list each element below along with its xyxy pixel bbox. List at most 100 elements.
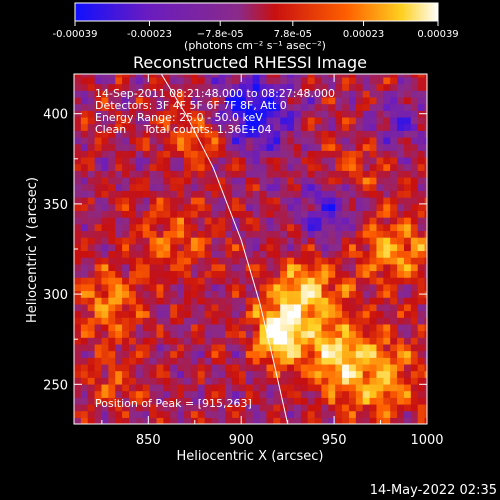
heatmap-cell [183, 350, 192, 358]
heatmap-cell [403, 103, 412, 111]
heatmap-cell [266, 263, 274, 272]
heatmap-cell [94, 130, 103, 138]
heatmap-cell [218, 197, 226, 205]
heatmap-cell [259, 323, 268, 332]
heatmap-cell [142, 270, 151, 278]
heatmap-cell [335, 156, 343, 165]
heatmap-cell [273, 136, 281, 145]
heatmap-cell [376, 343, 384, 352]
heatmap-cell [74, 190, 82, 198]
heatmap-cell [348, 303, 357, 312]
heatmap-cell [335, 290, 343, 298]
heatmap-cell [383, 210, 391, 218]
heatmap-cell [211, 370, 219, 378]
heatmap-cell [403, 163, 412, 171]
heatmap-cell [238, 257, 247, 265]
heatmap-cell [335, 257, 343, 265]
heatmap-cell [321, 177, 329, 185]
heatmap-cell [232, 90, 240, 98]
heatmap-cell [362, 177, 371, 185]
heatmap-cell [280, 283, 288, 292]
heatmap-cell [328, 110, 336, 118]
heatmap-cell [183, 410, 192, 418]
heatmap-cell [417, 116, 426, 125]
heatmap-cell [156, 183, 164, 191]
heatmap-cell [156, 257, 164, 265]
heatmap-cell [369, 217, 378, 225]
heatmap-cell [108, 350, 116, 358]
heatmap-cell [362, 403, 371, 412]
heatmap-cell [348, 123, 357, 131]
heatmap-cell [376, 330, 384, 338]
heatmap-cell [245, 170, 254, 178]
heatmap-cell [410, 257, 419, 265]
heatmap-cell [74, 210, 82, 218]
heatmap-cell [314, 116, 323, 125]
heatmap-cell [410, 377, 419, 385]
heatmap-cell [163, 183, 171, 191]
heatmap-cell [321, 130, 329, 138]
heatmap-cell [149, 183, 158, 191]
heatmap-cell [74, 90, 82, 98]
heatmap-cell [417, 337, 426, 345]
heatmap-cell [417, 343, 426, 352]
heatmap-cell [190, 203, 199, 211]
heatmap-cell [335, 96, 343, 105]
heatmap-cell [300, 330, 309, 338]
heatmap-cell [135, 337, 144, 345]
heatmap-cell [300, 237, 309, 245]
heatmap-cell [128, 337, 137, 345]
heatmap-cell [410, 223, 419, 232]
heatmap-cell [211, 123, 219, 131]
heatmap-cell [328, 103, 336, 111]
heatmap-cell [300, 410, 309, 418]
heatmap-cell [397, 310, 405, 318]
heatmap-cell [204, 230, 213, 238]
heatmap-cell [369, 397, 378, 405]
heatmap-cell [397, 76, 405, 85]
heatmap-cell [403, 390, 412, 398]
heatmap-cell [300, 270, 309, 278]
heatmap-cell [197, 243, 206, 252]
heatmap-cell [142, 237, 151, 245]
heatmap-cell [238, 74, 247, 78]
heatmap-cell [259, 190, 268, 198]
heatmap-cell [135, 263, 144, 272]
heatmap-cell [170, 76, 178, 85]
heatmap-cell [287, 337, 295, 345]
heatmap-cell [410, 217, 419, 225]
heatmap-cell [115, 383, 123, 392]
heatmap-cell [314, 390, 323, 398]
heatmap-cell [197, 96, 206, 105]
heatmap-cell [300, 250, 309, 258]
heatmap-cell [225, 297, 233, 305]
heatmap-cell [94, 337, 103, 345]
heatmap-cell [362, 297, 371, 305]
heatmap-cell [252, 417, 261, 424]
heatmap-cell [80, 330, 89, 338]
heatmap-cell [122, 270, 130, 278]
heatmap-cell [424, 403, 427, 412]
heatmap-cell [135, 330, 144, 338]
heatmap-cell [108, 103, 116, 111]
heatmap-cell [362, 317, 371, 325]
heatmap-cell [115, 377, 123, 385]
heatmap-cell [225, 170, 233, 178]
heatmap-cell [245, 223, 254, 232]
heatmap-cell [376, 243, 384, 252]
heatmap-cell [190, 270, 199, 278]
heatmap-cell [163, 277, 171, 285]
heatmap-cell [94, 363, 103, 372]
heatmap-cell [190, 116, 199, 125]
heatmap-cell [204, 210, 213, 218]
heatmap-cell [204, 277, 213, 285]
heatmap-cell [211, 190, 219, 198]
heatmap-cell [403, 116, 412, 125]
heatmap-cell [266, 317, 274, 325]
heatmap-cell [122, 110, 130, 118]
heatmap-cell [128, 377, 137, 385]
heatmap-cell [417, 263, 426, 272]
heatmap-cell [300, 203, 309, 211]
heatmap-cell [101, 76, 109, 85]
heatmap-cell [108, 123, 116, 131]
